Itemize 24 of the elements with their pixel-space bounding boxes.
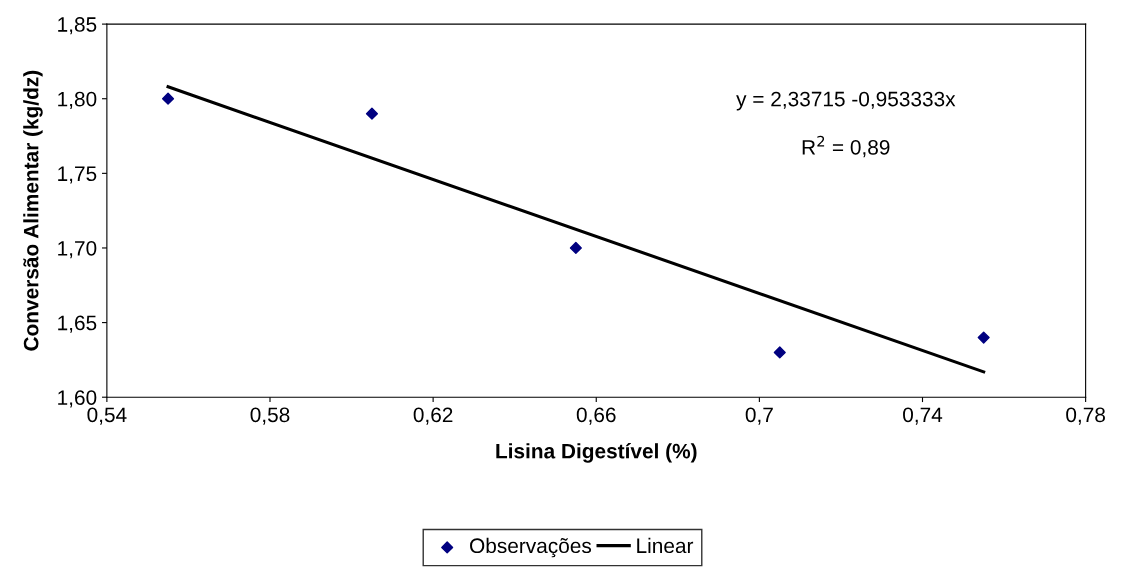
point — [569, 241, 582, 255]
annotation: y = 2,33715 -0,953333x — [736, 91, 956, 111]
x-tick-label: 0,66 — [576, 407, 616, 425]
y-tick-label: 1,65 — [58, 315, 97, 333]
point — [977, 331, 990, 344]
x-tick-label: 0,58 — [250, 407, 290, 425]
legend-label: Observações — [470, 537, 592, 558]
y-tick-label: 1,85 — [58, 17, 97, 35]
x-tick-label: 0,74 — [903, 407, 943, 425]
y-axis-title: Conversão Alimentar (kg/dz) — [23, 70, 43, 351]
y-tick-label: 1,75 — [58, 166, 97, 184]
x-tick-label: 0,7 — [745, 407, 773, 425]
x-tick-label: 0,62 — [413, 407, 453, 425]
x-tick-label: 0,54 — [87, 407, 127, 425]
point — [773, 346, 786, 359]
x-axis-title: Lisina Digestível (%) — [496, 443, 697, 463]
legend-label: Linear — [637, 537, 694, 554]
point — [365, 107, 379, 120]
point — [161, 92, 175, 105]
x-tick-label: 0,78 — [1066, 407, 1105, 425]
annotation: R$^{2}$ = 0,89 — [802, 135, 890, 158]
y-tick-label: 1,80 — [58, 91, 97, 109]
y-tick-label: 1,70 — [58, 240, 97, 259]
y-tick-label: 1,60 — [58, 390, 97, 408]
